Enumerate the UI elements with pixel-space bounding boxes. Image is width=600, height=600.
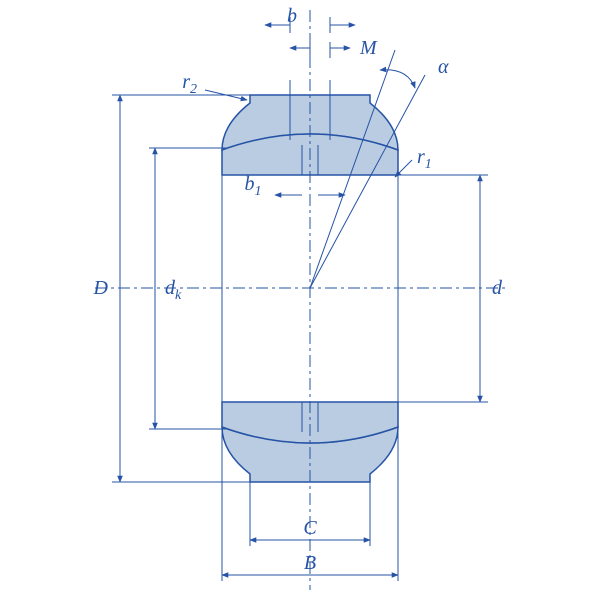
svg-text:r1: r1 xyxy=(417,146,432,172)
svg-text:d: d xyxy=(492,277,503,299)
svg-text:M: M xyxy=(359,37,378,59)
svg-text:r2: r2 xyxy=(182,71,197,97)
svg-text:C: C xyxy=(303,517,317,539)
svg-text:dk: dk xyxy=(165,277,182,303)
svg-text:b1: b1 xyxy=(245,173,262,199)
svg-text:D: D xyxy=(93,277,109,299)
svg-text:b: b xyxy=(287,5,297,27)
svg-text:B: B xyxy=(304,552,316,574)
svg-text:α: α xyxy=(438,56,449,78)
